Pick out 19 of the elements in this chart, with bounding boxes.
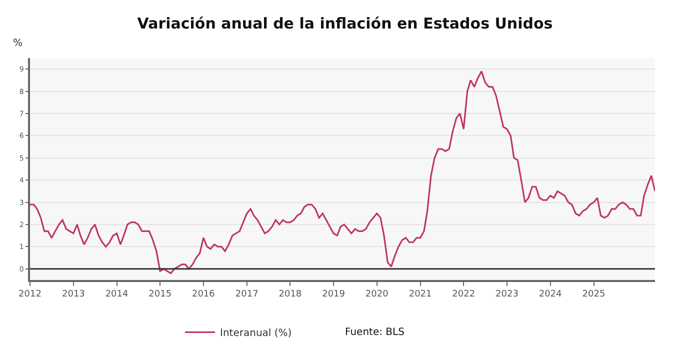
x-tick-label: 2018 (278, 290, 302, 300)
source-note: Fuente: BLS (345, 327, 404, 338)
x-tick-label: 2025 (582, 290, 606, 300)
x-tick-label: 2021 (408, 290, 432, 300)
x-tick-label: 2023 (496, 290, 518, 300)
legend-label: Interanual (%) (220, 328, 292, 340)
x-tick-label: 2017 (235, 290, 258, 300)
x-tick-label: 2012 (18, 290, 42, 300)
x-tick-label: 2015 (148, 290, 172, 300)
x-tick-label: 2022 (452, 290, 476, 300)
x-tick-label: 2014 (105, 290, 129, 300)
x-tick-label: 2013 (62, 290, 85, 300)
chart-title: Variación anual de la inflación en Estados Unidos (137, 14, 553, 32)
x-tick-label: 2024 (538, 290, 562, 300)
x-tick-label: 2016 (192, 290, 216, 300)
line-series (30, 70, 655, 274)
y-axis-title: % (13, 38, 23, 49)
x-tick-label: 2019 (322, 290, 346, 300)
x-tick-label: 2020 (365, 290, 389, 300)
